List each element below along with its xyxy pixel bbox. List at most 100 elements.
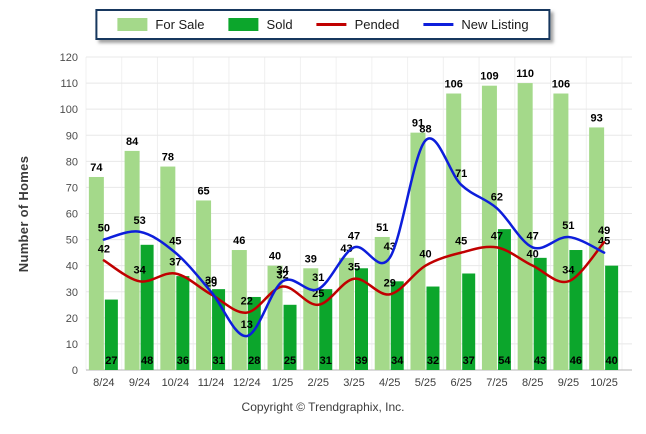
for-sale-value-label: 93: [591, 112, 603, 124]
sold-value-label: 25: [284, 355, 296, 367]
new-listing-value-label: 88: [419, 123, 431, 135]
pended-value-label: 34: [562, 264, 575, 276]
sold-value-label: 40: [606, 355, 618, 367]
for-sale-value-label: 109: [480, 71, 498, 83]
new-listing-value-label: 53: [133, 215, 145, 227]
x-axis-tick-label: 1/25: [272, 377, 293, 389]
pended-value-label: 40: [527, 249, 539, 261]
x-axis-tick-label: 11/24: [198, 377, 225, 389]
sold-bar: [497, 229, 511, 370]
for-sale-bar: [481, 85, 497, 371]
y-axis-tick-label: 60: [66, 209, 78, 221]
legend-label-pended: Pended: [354, 17, 400, 32]
sold-value-label: 31: [212, 355, 224, 367]
y-axis-tick-label: 50: [66, 235, 78, 247]
pended-value-label: 49: [598, 225, 610, 237]
sold-value-label: 32: [427, 355, 439, 367]
pended-value-label: 29: [384, 277, 396, 289]
new-listing-value-label: 47: [527, 230, 539, 242]
y-axis-tick-label: 30: [66, 287, 78, 299]
sold-value-label: 31: [320, 355, 332, 367]
for-sale-value-label: 46: [233, 235, 245, 247]
sold-bar: [319, 289, 333, 370]
y-axis-tick-label: 10: [66, 339, 78, 351]
new-listing-swatch-icon: [423, 23, 454, 26]
pended-value-label: 22: [241, 296, 253, 308]
sold-value-label: 34: [391, 355, 404, 367]
x-axis-tick-label: 4/25: [379, 377, 400, 389]
x-axis-tick-label: 8/25: [522, 377, 543, 389]
sold-value-label: 46: [570, 355, 582, 367]
x-axis-tick-label: 12/24: [233, 377, 261, 389]
sold-bar: [140, 244, 154, 370]
x-axis-tick-label: 9/24: [129, 377, 150, 389]
y-axis-tick-label: 100: [60, 104, 78, 116]
for-sale-value-label: 106: [552, 79, 570, 91]
sold-bar: [247, 296, 261, 370]
sold-value-label: 39: [355, 355, 367, 367]
pended-swatch-icon: [316, 23, 347, 26]
for-sale-bar: [339, 257, 354, 370]
x-axis-tick-label: 3/25: [343, 377, 364, 389]
new-listing-value-label: 30: [205, 275, 217, 287]
for-sale-value-label: 91: [412, 118, 424, 130]
for-sale-bar: [231, 250, 247, 370]
for-sale-bar: [88, 176, 104, 370]
new-listing-value-label: 50: [98, 223, 110, 235]
for-sale-value-label: 78: [162, 152, 174, 164]
pended-value-label: 45: [455, 236, 467, 248]
new-listing-value-label: 45: [169, 236, 181, 248]
sold-bar: [104, 299, 118, 370]
new-listing-value-label: 71: [455, 168, 467, 180]
for-sale-bar: [374, 236, 390, 370]
for-sale-value-label: 40: [269, 251, 281, 263]
for-sale-bar: [160, 166, 176, 370]
x-axis-tick-label: 9/25: [558, 377, 579, 389]
sold-value-label: 37: [463, 355, 475, 367]
new-listing-value-label: 31: [312, 272, 324, 284]
new-listing-value-label: 47: [348, 230, 360, 242]
for-sale-value-label: 65: [197, 185, 209, 197]
for-sale-value-label: 84: [126, 136, 139, 148]
pended-value-label: 35: [348, 262, 360, 274]
sold-value-label: 48: [141, 355, 153, 367]
x-axis-tick-label: 10/24: [162, 377, 190, 389]
y-axis-tick-label: 90: [66, 130, 78, 142]
sold-value-label: 43: [534, 355, 546, 367]
sold-bar: [355, 268, 368, 370]
for-sale-bar: [517, 83, 533, 370]
x-axis-tick-label: 5/25: [415, 377, 436, 389]
legend-item-sold: Sold: [228, 17, 293, 32]
y-axis-title: Number of Homes: [16, 156, 31, 272]
for-sale-bar: [303, 268, 319, 370]
new-listing-value-label: 62: [491, 191, 503, 203]
sold-value-label: 27: [105, 355, 117, 367]
y-axis-tick-label: 40: [66, 261, 78, 273]
for-sale-value-label: 51: [376, 222, 388, 234]
new-listing-value-label: 13: [241, 319, 253, 331]
new-listing-value-label: 34: [276, 264, 289, 276]
x-axis-tick-label: 10/25: [590, 377, 618, 389]
sold-bar: [283, 304, 297, 370]
pended-value-label: 32: [276, 270, 288, 282]
x-axis-tick-label: 7/25: [486, 377, 507, 389]
for-sale-bar: [410, 132, 426, 370]
sold-bar: [605, 265, 619, 370]
legend-item-for-sale: For Sale: [117, 17, 205, 32]
sold-swatch-icon: [228, 18, 259, 31]
for-sale-value-label: 106: [445, 79, 463, 91]
sold-bar: [426, 286, 440, 370]
copyright-text: Copyright © Trendgraphix, Inc.: [241, 400, 405, 414]
for-sale-swatch-icon: [117, 18, 148, 31]
legend-label-new-listing: New Listing: [461, 17, 529, 32]
for-sale-value-label: 74: [90, 162, 103, 174]
for-sale-bar: [196, 200, 212, 370]
x-axis-tick-label: 6/25: [450, 377, 471, 389]
y-axis-tick-label: 80: [66, 156, 78, 168]
sold-bar: [462, 273, 476, 370]
y-axis-tick-label: 20: [66, 313, 78, 325]
pended-line: [102, 240, 606, 314]
sold-bar: [533, 257, 547, 370]
